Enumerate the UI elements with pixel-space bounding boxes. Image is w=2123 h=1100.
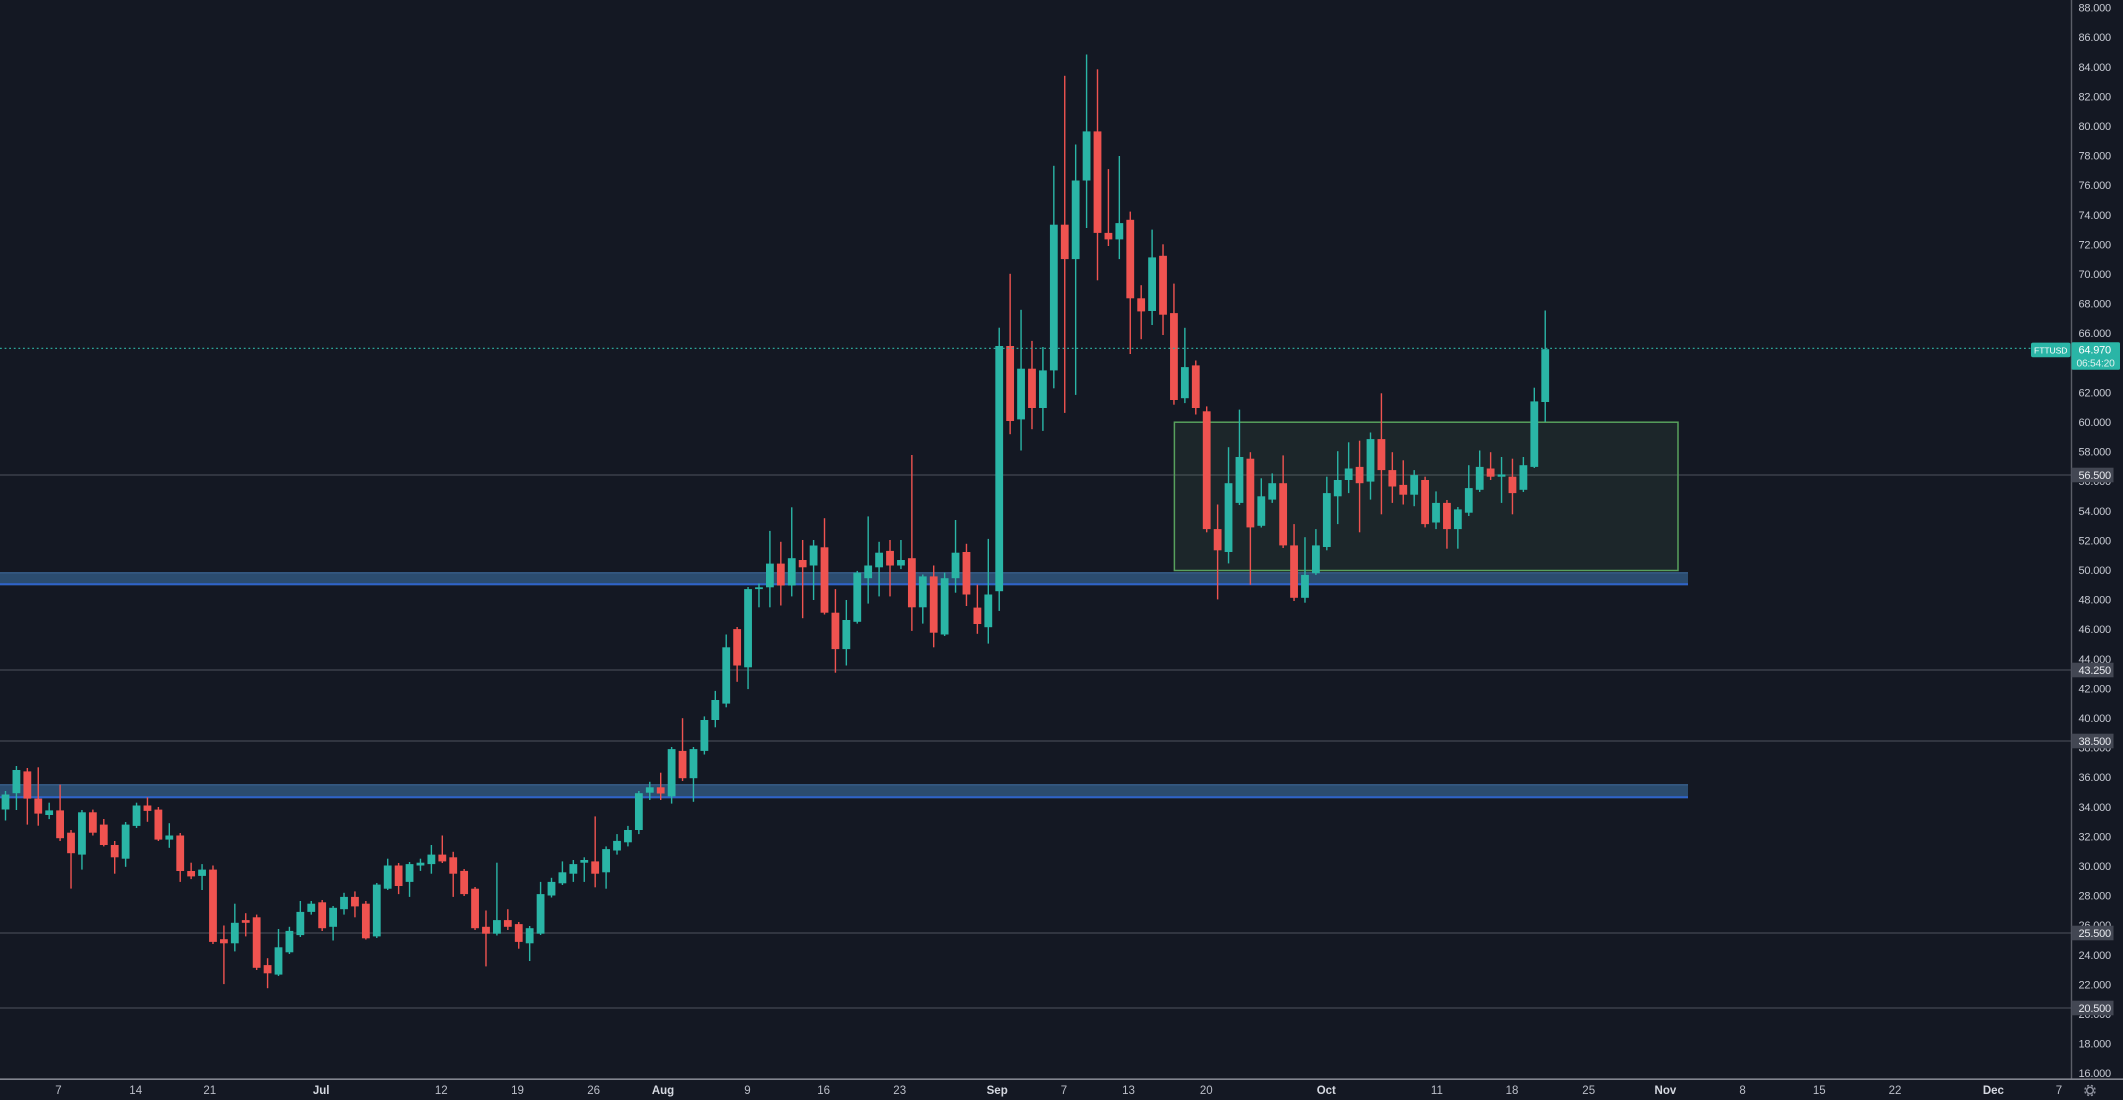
svg-text:54.000: 54.000 [2079,506,2112,518]
svg-text:8: 8 [1739,1085,1745,1097]
svg-text:Sep: Sep [987,1085,1008,1097]
svg-text:36.000: 36.000 [2079,772,2112,784]
svg-text:38.500: 38.500 [2079,736,2112,748]
svg-text:56.500: 56.500 [2079,470,2112,482]
svg-text:84.000: 84.000 [2079,62,2112,74]
svg-text:50.000: 50.000 [2079,565,2112,577]
svg-text:21: 21 [203,1085,216,1097]
svg-text:52.000: 52.000 [2079,535,2112,547]
svg-text:19: 19 [511,1085,524,1097]
svg-text:66.000: 66.000 [2079,328,2112,340]
svg-text:42.000: 42.000 [2079,683,2112,695]
svg-text:82.000: 82.000 [2079,91,2112,103]
svg-text:76.000: 76.000 [2079,180,2112,192]
svg-text:80.000: 80.000 [2079,121,2112,133]
svg-text:18.000: 18.000 [2079,1039,2112,1051]
svg-text:20.500: 20.500 [2079,1003,2112,1015]
svg-text:40.000: 40.000 [2079,713,2112,725]
svg-text:14: 14 [129,1085,142,1097]
svg-text:34.000: 34.000 [2079,802,2112,814]
svg-text:12: 12 [435,1085,448,1097]
svg-text:72.000: 72.000 [2079,239,2112,251]
svg-text:43.250: 43.250 [2079,665,2112,677]
svg-text:30.000: 30.000 [2079,861,2112,873]
svg-text:74.000: 74.000 [2079,210,2112,222]
svg-text:18: 18 [1506,1085,1519,1097]
svg-text:11: 11 [1431,1085,1443,1097]
svg-text:Jul: Jul [313,1085,330,1097]
svg-text:15: 15 [1813,1085,1826,1097]
svg-text:88.000: 88.000 [2079,3,2112,15]
svg-text:86.000: 86.000 [2079,32,2112,44]
svg-text:Oct: Oct [1317,1085,1336,1097]
svg-text:46.000: 46.000 [2079,624,2112,636]
svg-text:25: 25 [1582,1085,1595,1097]
svg-text:16: 16 [817,1085,830,1097]
svg-text:48.000: 48.000 [2079,595,2112,607]
svg-text:FTTUSD: FTTUSD [2034,345,2067,355]
svg-text:20: 20 [1200,1085,1213,1097]
svg-text:28.000: 28.000 [2079,891,2112,903]
svg-text:58.000: 58.000 [2079,447,2112,459]
svg-text:Nov: Nov [1655,1085,1677,1097]
svg-text:32.000: 32.000 [2079,831,2112,843]
svg-text:13: 13 [1122,1085,1135,1097]
svg-text:68.000: 68.000 [2079,299,2112,311]
svg-text:60.000: 60.000 [2079,417,2112,429]
svg-text:7: 7 [1061,1085,1067,1097]
svg-text:06:54:20: 06:54:20 [2077,358,2116,369]
svg-text:24.000: 24.000 [2079,950,2112,962]
svg-text:Aug: Aug [652,1085,674,1097]
svg-text:22: 22 [1889,1085,1902,1097]
svg-text:7: 7 [55,1085,61,1097]
svg-text:16.000: 16.000 [2079,1068,2112,1080]
svg-text:70.000: 70.000 [2079,269,2112,281]
svg-text:23: 23 [893,1085,906,1097]
svg-text:Dec: Dec [1983,1085,2005,1097]
svg-text:25.500: 25.500 [2079,928,2112,940]
svg-text:64.970: 64.970 [2079,345,2112,357]
svg-text:22.000: 22.000 [2079,979,2112,991]
svg-text:62.000: 62.000 [2079,387,2112,399]
svg-text:7: 7 [2056,1085,2062,1097]
svg-text:26: 26 [587,1085,600,1097]
svg-text:9: 9 [744,1085,750,1097]
svg-text:78.000: 78.000 [2079,151,2112,163]
